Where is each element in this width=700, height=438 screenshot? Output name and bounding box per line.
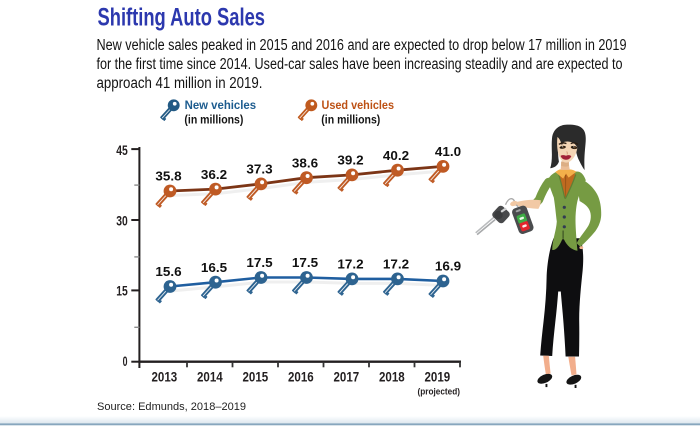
svg-text:36.2: 36.2 [201, 167, 227, 182]
svg-text:2018: 2018 [379, 368, 405, 384]
svg-text:39.2: 39.2 [337, 153, 363, 168]
svg-text:16.5: 16.5 [201, 260, 227, 275]
svg-text:(projected): (projected) [418, 386, 461, 396]
svg-text:Source: Edmunds, 2018–2019: Source: Edmunds, 2018–2019 [97, 401, 246, 413]
svg-text:40.2: 40.2 [383, 148, 409, 163]
svg-text:Shifting Auto Sales: Shifting Auto Sales [98, 5, 266, 32]
svg-text:17.5: 17.5 [246, 255, 272, 270]
svg-text:17.2: 17.2 [383, 257, 409, 272]
svg-text:2016: 2016 [288, 368, 314, 384]
svg-text:38.6: 38.6 [292, 155, 318, 170]
svg-text:30: 30 [116, 213, 128, 229]
svg-text:2017: 2017 [334, 368, 360, 384]
svg-text:2013: 2013 [152, 368, 178, 384]
svg-text:45: 45 [116, 142, 128, 158]
svg-text:approach 41 million in 2019.: approach 41 million in 2019. [97, 75, 263, 92]
svg-text:New vehicles: New vehicles [185, 98, 257, 112]
svg-text:for the first time since 2014.: for the first time since 2014. Used-car … [97, 56, 623, 73]
svg-text:2014: 2014 [197, 368, 223, 384]
svg-text:2019: 2019 [425, 368, 451, 384]
svg-text:15.6: 15.6 [155, 264, 181, 279]
svg-text:41.0: 41.0 [435, 144, 461, 159]
svg-text:17.2: 17.2 [337, 257, 363, 272]
svg-text:37.3: 37.3 [246, 162, 272, 177]
svg-text:35.8: 35.8 [155, 169, 181, 184]
svg-text:0: 0 [123, 353, 128, 369]
svg-text:2015: 2015 [243, 368, 269, 384]
svg-text:(in millions): (in millions) [184, 112, 243, 126]
svg-text:17.5: 17.5 [292, 255, 318, 270]
svg-text:16.9: 16.9 [435, 259, 461, 274]
svg-text:New vehicle sales peaked in 20: New vehicle sales peaked in 2015 and 201… [97, 37, 627, 54]
svg-text:15: 15 [116, 283, 128, 299]
svg-text:Used vehicles: Used vehicles [322, 98, 395, 112]
svg-text:(in millions): (in millions) [321, 112, 380, 126]
